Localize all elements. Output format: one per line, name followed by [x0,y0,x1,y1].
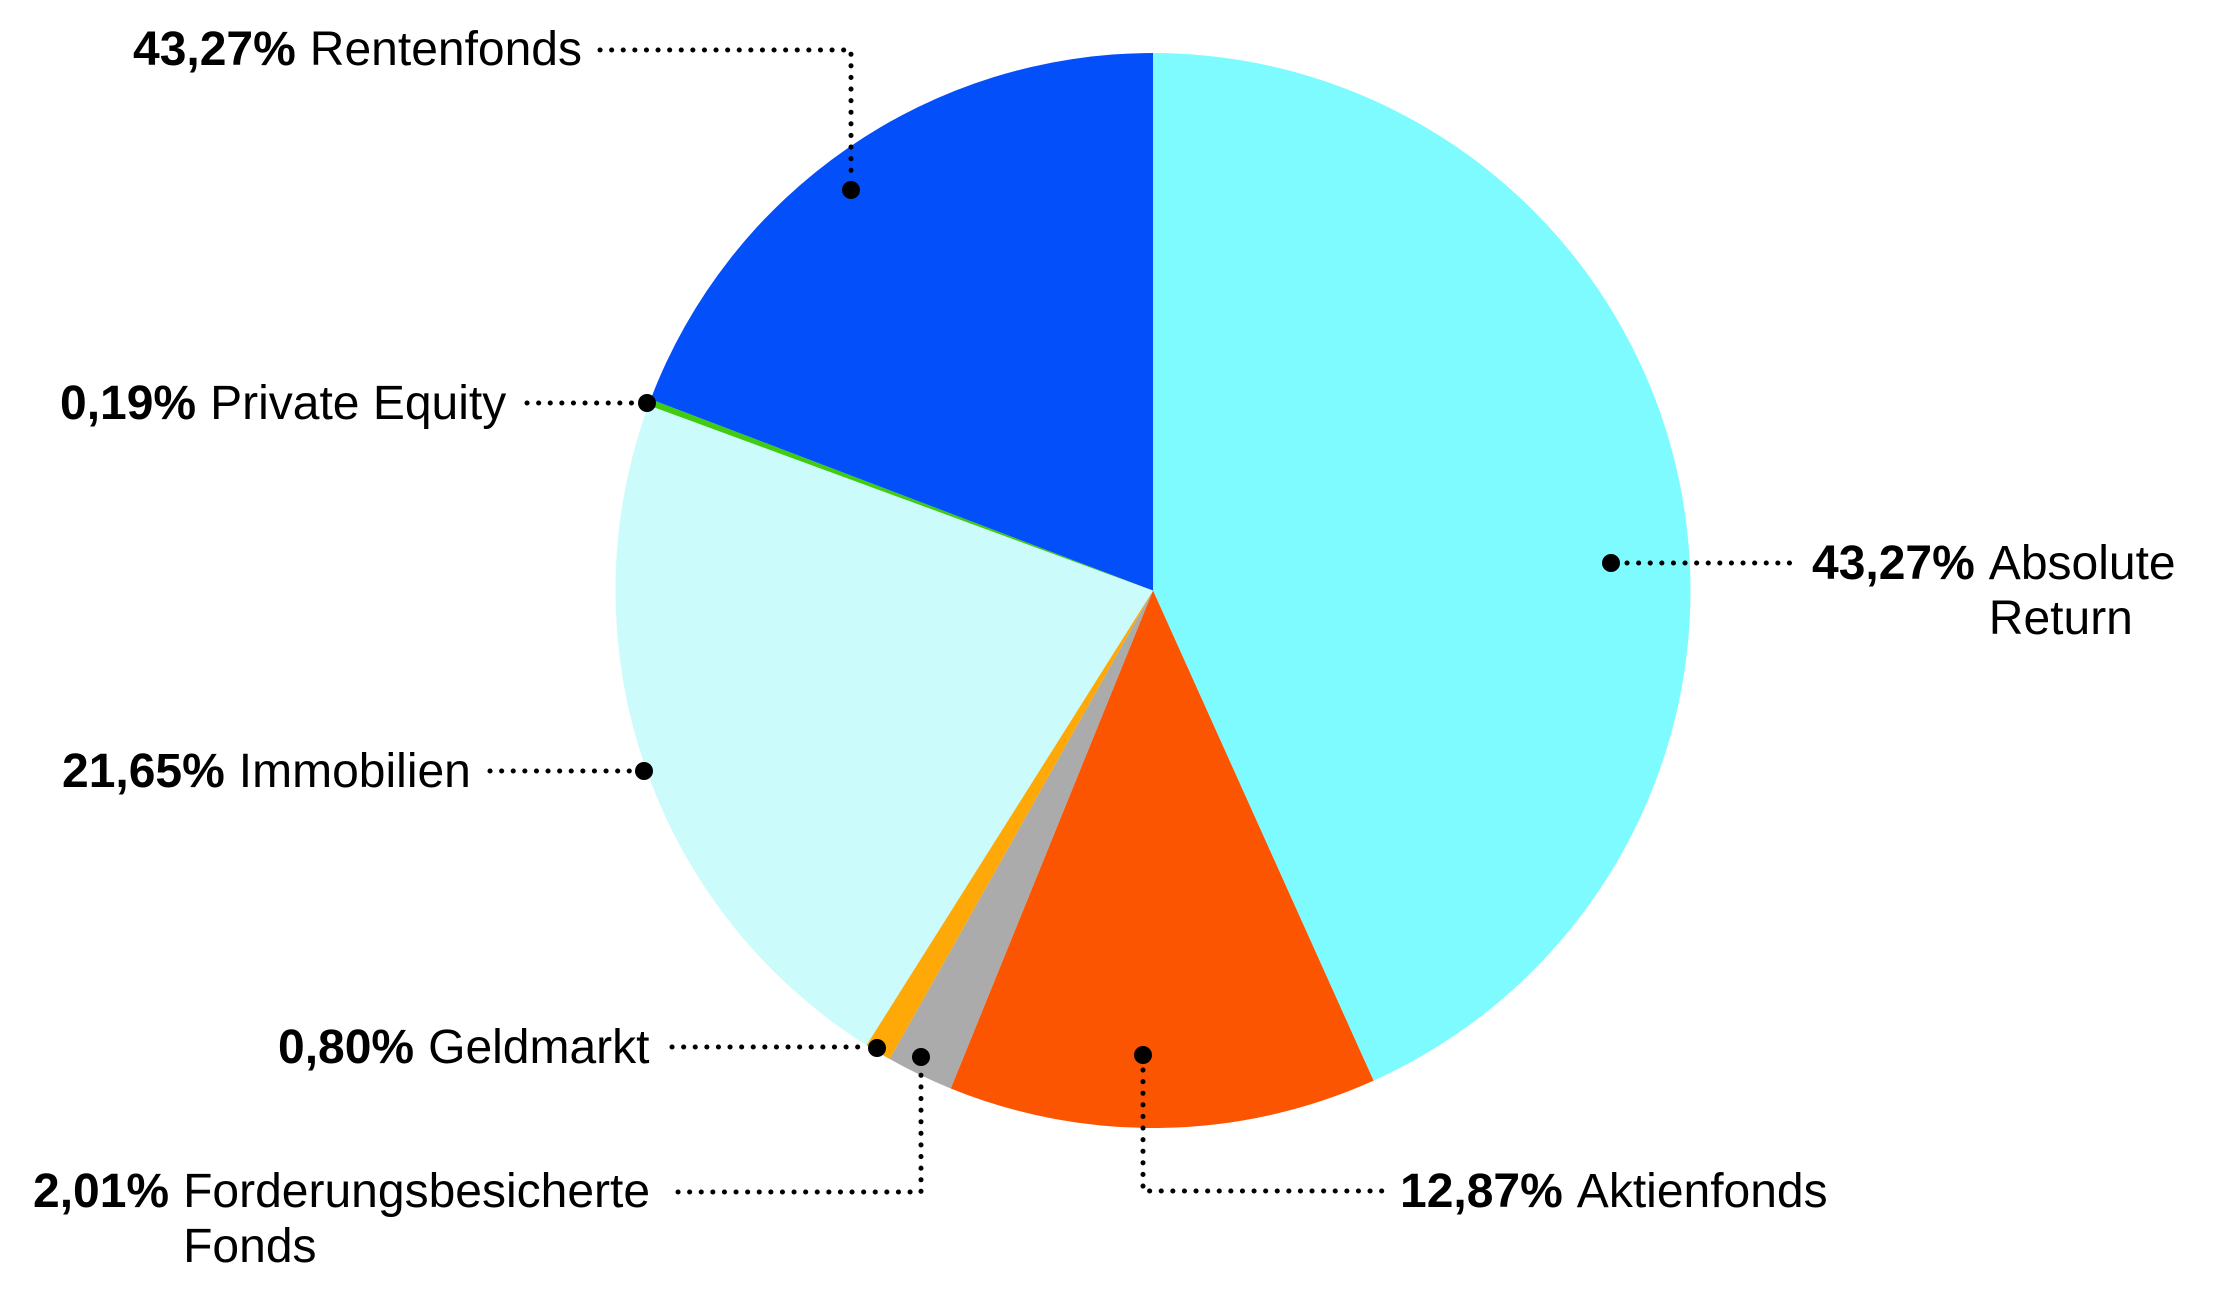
leader-anchor-dot-forderungsbesicherte-fonds [912,1048,930,1066]
label-aktienfonds: 12,87% Aktienfonds [1400,1164,1828,1219]
leader-anchor-dot-private-equity [638,394,656,412]
pie-slice-geldmarkt [866,590,1153,1060]
label-geldmarkt-name: Geldmarkt [428,1021,650,1074]
label-forderungsbesicherte-fonds-value: 2,01% [33,1165,170,1218]
leader-anchor-dot-immobilien [635,762,653,780]
label-rentenfonds-value: 43,27% [133,23,296,76]
label-forderungsbesicherte-fonds: 2,01% Forderungsbesicherte Fonds [33,1164,688,1274]
leader-anchor-dot-aktienfonds [1134,1046,1152,1064]
leader-anchor-dot-rentenfonds [842,181,860,199]
label-private-equity-value: 0,19% [60,377,197,430]
pie-slice-immobilien [615,405,1153,1046]
label-private-equity: 0,19% Private Equity [60,376,506,431]
label-absolute-return: 43,27% Absolute Return [1812,536,2204,646]
label-immobilien-value: 21,65% [62,745,225,798]
label-rentenfonds: 43,27% Rentenfonds [133,22,582,77]
label-absolute-return-value: 43,27% [1812,537,1975,590]
label-forderungsbesicherte-fonds-name: Forderungsbesicherte Fonds [183,1165,651,1273]
pie-slice-forderungsbesicherte-fonds [889,590,1153,1089]
label-rentenfonds-name: Rentenfonds [309,23,582,76]
leader-anchor-dot-geldmarkt [868,1039,886,1057]
leader-anchor-dot-absolute-return [1602,554,1620,572]
label-immobilien: 21,65% Immobilien [62,744,471,799]
label-geldmarkt-value: 0,80% [278,1021,415,1074]
label-absolute-return-name: Absolute Return [1988,537,2176,645]
pie-slice-private-equity [648,399,1153,591]
leader-line-rentenfonds [597,47,854,179]
label-aktienfonds-name: Aktienfonds [1576,1165,1828,1218]
label-geldmarkt: 0,80% Geldmarkt [278,1020,650,1075]
pie-slice-aktienfonds [950,590,1374,1128]
leader-line-forderungsbesicherte-fonds [675,1069,924,1195]
pie-slice-rentenfonds [650,53,1153,591]
pie-slice-absolute-return [1153,52,1691,1081]
label-immobilien-name: Immobilien [238,745,471,798]
label-aktienfonds-value: 12,87% [1400,1165,1563,1218]
label-private-equity-name: Private Equity [210,377,507,430]
